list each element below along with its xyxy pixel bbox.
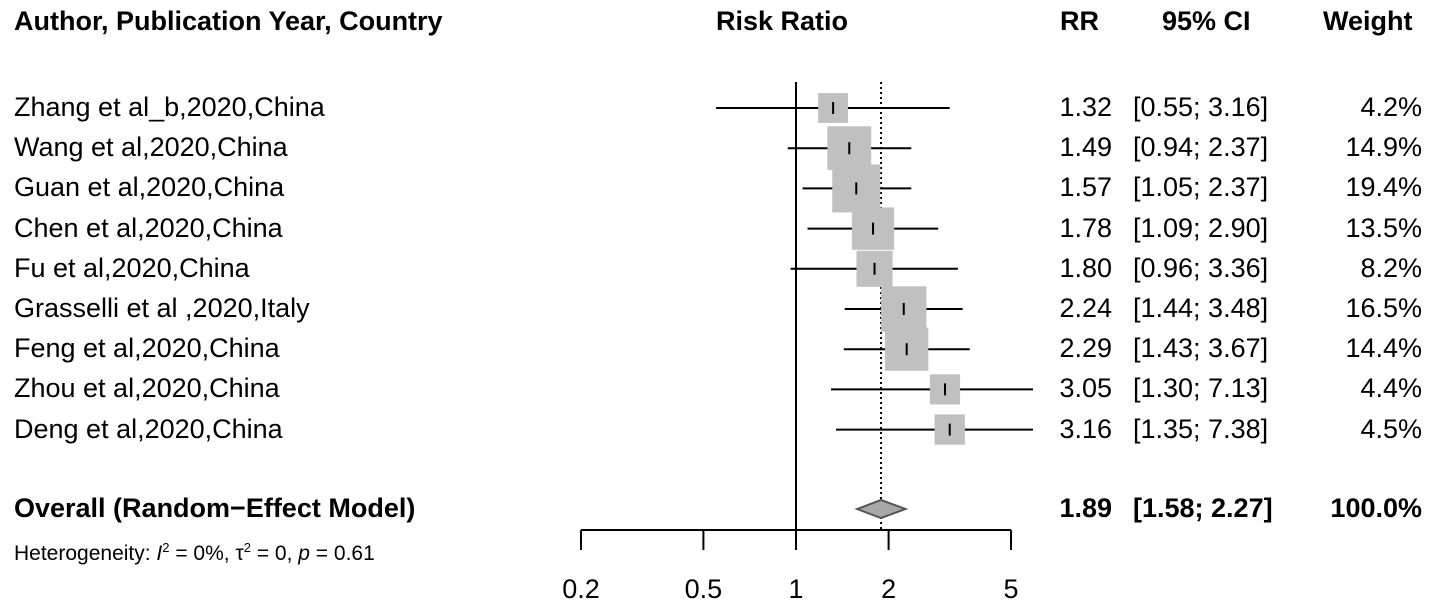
rr-value: 1.49 — [1059, 132, 1112, 163]
ci-value: [1.35; 7.38] — [1133, 413, 1269, 444]
study-row: Guan et al,2020,China 1.57 [1.05; 2.37] 19.… — [0, 168, 1447, 208]
x-tick-label: 0.2 — [562, 574, 600, 603]
x-tick-label: 5 — [1004, 574, 1019, 603]
study-row: Feng et al,2020,China 2.29 [1.43; 3.67] 14.… — [0, 329, 1447, 369]
study-row: Deng et al,2020,China 3.16 [1.35; 7.38] 4.5… — [0, 410, 1447, 450]
x-tick-label: 2 — [881, 574, 896, 603]
weight-value: 13.5% — [1345, 212, 1422, 243]
study-label: Wang et al,2020,China — [14, 132, 288, 163]
rr-value: 2.24 — [1059, 293, 1112, 323]
study-row: Wang et al,2020,China 1.49 [0.94; 2.37] 14.… — [0, 128, 1447, 168]
study-label: Chen et al,2020,China — [14, 212, 283, 243]
header-plot: Risk Ratio — [716, 6, 849, 36]
weight-value: 4.2% — [1360, 92, 1422, 122]
weight-value: 4.5% — [1360, 413, 1422, 444]
study-row: Chen et al,2020,China 1.78 [1.09; 2.90] 13.… — [0, 209, 1447, 249]
study-label: Feng et al,2020,China — [14, 333, 280, 364]
rr-value: 1.80 — [1059, 252, 1112, 283]
ci-value: [1.44; 3.48] — [1133, 293, 1269, 323]
x-tick-label: 1 — [788, 574, 803, 603]
study-row: Fu et al,2020,China 1.80 [0.96; 3.36] 8.2% — [0, 249, 1447, 289]
header-rr: RR — [1060, 6, 1099, 36]
weight-value: 19.4% — [1345, 172, 1422, 203]
ci-value: [1.05; 2.37] — [1133, 172, 1269, 203]
study-label: Overall (Random−Effect Model) — [14, 493, 416, 523]
study-label: Grasselli et al ,2020,Italy — [14, 293, 310, 323]
weight-value: 16.5% — [1345, 293, 1422, 323]
ci-value: [1.58; 2.27] — [1133, 493, 1273, 523]
study-label: Fu et al,2020,China — [14, 252, 250, 283]
ci-value: [0.94; 2.37] — [1133, 132, 1269, 163]
weight-value: 4.4% — [1360, 373, 1422, 404]
rr-value: 3.16 — [1059, 413, 1112, 444]
rr-value: 2.29 — [1059, 333, 1112, 364]
weight-value: 8.2% — [1360, 252, 1422, 283]
rr-value: 3.05 — [1059, 373, 1112, 404]
study-row: Zhang et al_b,2020,China 1.32 [0.55; 3.16]… — [0, 88, 1447, 128]
weight-value: 14.4% — [1345, 333, 1422, 364]
ci-value: [1.30; 7.13] — [1133, 373, 1269, 404]
rr-value: 1.89 — [1059, 493, 1112, 523]
x-tick-label: 0.5 — [685, 574, 723, 603]
header-study: Author, Publication Year, Country — [14, 6, 443, 36]
ci-value: [1.09; 2.90] — [1133, 212, 1269, 243]
overall-row: Overall (Random−Effect Model) 1.89 [1.58; … — [0, 489, 1447, 529]
study-label: Deng et al,2020,China — [14, 413, 283, 444]
study-label: Zhang et al_b,2020,China — [14, 92, 325, 122]
heterogeneity-text: Heterogeneity: I2 = 0%, τ2 = 0, p = 0.61 — [14, 540, 375, 565]
weight-value: 100.0% — [1330, 493, 1422, 523]
overall-diamond — [854, 498, 909, 520]
study-label: Guan et al,2020,China — [14, 172, 285, 203]
study-row: Zhou et al,2020,China 3.05 [1.30; 7.13] 4.4… — [0, 369, 1447, 409]
header-weight: Weight — [1323, 6, 1413, 36]
rr-value: 1.32 — [1059, 92, 1112, 122]
ci-value: [1.43; 3.67] — [1133, 333, 1269, 364]
header-ci: 95% CI — [1162, 6, 1251, 36]
ci-value: [0.55; 3.16] — [1133, 92, 1269, 122]
study-row: Grasselli et al ,2020,Italy 2.24 [1.44; 3.… — [0, 289, 1447, 329]
rr-value: 1.57 — [1059, 172, 1112, 203]
rr-value: 1.78 — [1059, 212, 1112, 243]
ci-value: [0.96; 3.36] — [1133, 252, 1269, 283]
study-label: Zhou et al,2020,China — [14, 373, 280, 404]
weight-value: 14.9% — [1345, 132, 1422, 163]
